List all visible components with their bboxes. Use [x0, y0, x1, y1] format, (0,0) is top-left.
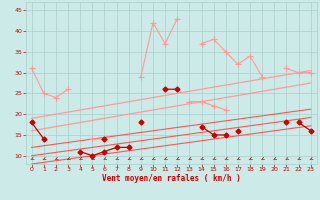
X-axis label: Vent moyen/en rafales ( km/h ): Vent moyen/en rafales ( km/h ): [102, 174, 241, 183]
